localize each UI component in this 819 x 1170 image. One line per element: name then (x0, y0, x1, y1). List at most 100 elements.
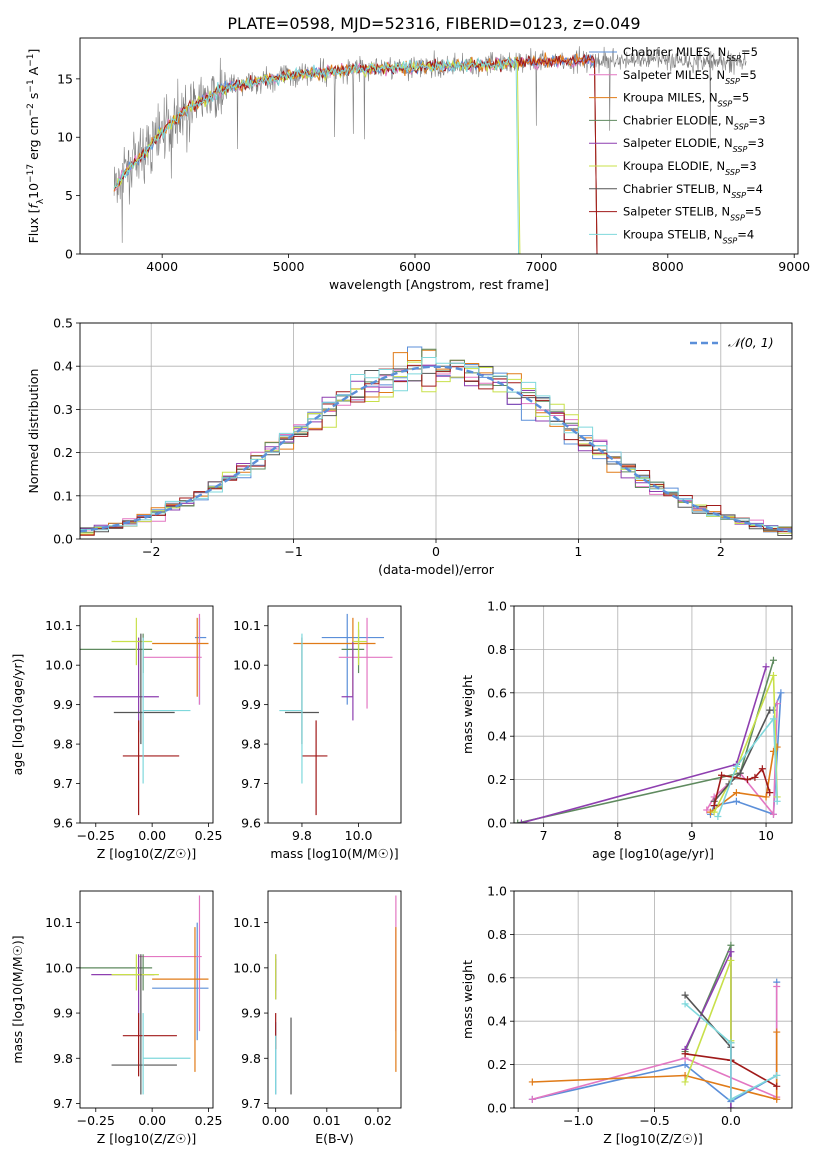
y-tick-label: 10.0 (233, 658, 261, 673)
plus-marker (727, 1104, 735, 1108)
plus-marker (732, 763, 740, 771)
plus-marker (727, 1095, 735, 1103)
y-tick-label: 0.8 (487, 927, 507, 942)
plus-marker (727, 941, 735, 949)
age-vs-mass-panel: 9.8 10.0 9.6 9.7 9.8 9.9 10.0 10.1 mass [log10(M… (233, 605, 402, 861)
plus-marker (681, 1061, 689, 1069)
legend-entry: Chabrier MILES, NSSP=5 (623, 45, 758, 63)
x-axis-label: mass [log10(M/M☉)] (270, 846, 398, 861)
errorbars (80, 613, 209, 816)
x-tick-label: 0 (432, 544, 440, 559)
axes-frame (513, 890, 793, 1109)
y-axis-label: mass [log10(M/M☉)] (10, 935, 25, 1063)
plus-marker (681, 991, 689, 999)
y-tick-label: 9.7 (241, 776, 261, 791)
y-tick-label: 9.6 (53, 816, 73, 831)
x-tick-label: −1 (284, 544, 302, 559)
histogram-step (80, 357, 792, 536)
plus-marker (732, 789, 740, 797)
legend-entry: Salpeter ELODIE, NSSP=3 (623, 136, 764, 154)
y-tick-label: 0.0 (487, 1101, 507, 1116)
x-tick-label: 7 (540, 828, 548, 843)
axes-frame (79, 605, 214, 824)
y-tick-label: 0.6 (487, 970, 507, 985)
mass-vs-Z-panel: −0.25 0.00 0.25 9.7 9.8 9.9 10.0 10.1 Z [log10(Z… (10, 890, 223, 1146)
normal-curve (80, 365, 792, 533)
spectrum-lines (113, 46, 747, 254)
mass-vs-EBV-panel: 0.00 0.01 0.02 9.7 9.8 9.9 10.0 10.1 E(B-V) (233, 890, 402, 1146)
x-tick-label: −0.25 (77, 1113, 115, 1128)
legend-entry: Kroupa MILES, NSSP=5 (623, 91, 749, 109)
y-tick-label: 9.9 (241, 1006, 261, 1021)
plus-marker (773, 1071, 781, 1079)
legend-entry: Kroupa ELODIE, NSSP=3 (623, 159, 757, 177)
plus-marker (703, 806, 711, 814)
plus-marker (773, 797, 781, 805)
x-tick-label: 8 (614, 828, 622, 843)
y-tick-label: 1.0 (487, 599, 507, 614)
plus-marker (777, 689, 785, 697)
model-spectrum-line (113, 55, 598, 254)
y-tick-label: 10.0 (45, 960, 73, 975)
x-tick-label: 8000 (652, 259, 684, 274)
y-tick-label: 0.6 (487, 685, 507, 700)
plus-marker (773, 1028, 781, 1036)
spectrum-legend: Chabrier MILES, NSSP=5 Salpeter MILES, NS… (589, 45, 765, 245)
x-tick-label: −1.0 (563, 1113, 593, 1128)
weight-lines (514, 656, 785, 823)
y-tick-label: 10.0 (45, 658, 73, 673)
y-axis-label: mass weight (460, 675, 475, 754)
weight-lines (528, 941, 781, 1108)
legend-entry: Salpeter STELIB, NSSP=5 (623, 205, 762, 223)
plus-marker (769, 810, 777, 818)
plus-marker (528, 1095, 536, 1103)
legend-entry: Kroupa STELIB, NSSP=4 (623, 227, 754, 245)
x-axis-label: Z [log10(Z/Z☉)] (97, 846, 197, 861)
errorbars (80, 895, 209, 1095)
plus-marker (710, 802, 718, 810)
x-tick-label: −0.5 (639, 1113, 669, 1128)
x-tick-label: 0.25 (195, 1113, 223, 1128)
x-tick-label: 2 (717, 544, 725, 559)
x-tick-label: 0.02 (364, 1113, 392, 1128)
x-tick-label: 0.0 (721, 1113, 741, 1128)
spectrum-panel: 4000 5000 6000 7000 8000 9000 0 5 10 15 wavelength… (26, 37, 810, 292)
weight-vs-Z-panel: −1.0 −0.5 0.0 0.0 0.2 0.4 0.6 0.8 1.0 Z [log10(Z/… (460, 884, 793, 1146)
x-axis-label: age [log10(age/yr)] (592, 846, 714, 861)
x-tick-label: 10.0 (345, 828, 373, 843)
y-axis-label: age [log10(age/yr)] (10, 654, 25, 776)
y-axis-label: Normed distribution (26, 369, 41, 494)
plus-marker (727, 1039, 735, 1047)
x-axis-label: Z [log10(Z/Z☉)] (603, 1131, 703, 1146)
y-tick-label: 9.8 (53, 737, 73, 752)
plus-marker (773, 1095, 781, 1103)
x-tick-label: 1 (574, 544, 582, 559)
plus-marker (758, 765, 766, 773)
legend-entry: Chabrier ELODIE, NSSP=3 (623, 113, 765, 130)
model-spectrum-line (113, 53, 598, 254)
weight-line (717, 716, 778, 817)
plus-marker (773, 982, 781, 990)
plus-marker (732, 797, 740, 805)
plus-marker (727, 956, 735, 964)
y-tick-label: 9.7 (241, 1096, 261, 1111)
x-tick-label: 0.00 (138, 828, 166, 843)
y-tick-label: 10.1 (45, 915, 73, 930)
residual-panel: −2 −1 0 1 2 0.0 0.1 0.2 0.3 0.4 0.5 (data-model)/er… (26, 316, 793, 577)
x-axis-label: (data-model)/error (378, 562, 495, 577)
plus-marker (766, 706, 774, 714)
weight-line (713, 767, 771, 806)
errorbars (279, 613, 393, 816)
weight-line (684, 994, 732, 1061)
x-tick-label: 7000 (525, 259, 557, 274)
y-tick-label: 9.8 (241, 737, 261, 752)
x-tick-label: 0.25 (195, 828, 223, 843)
y-tick-label: 9.9 (53, 697, 73, 712)
model-spectrum-line (114, 53, 598, 254)
legend-entry: 𝒩(0, 1) (728, 335, 774, 350)
y-tick-label: 9.6 (241, 816, 261, 831)
model-spectrum-line (113, 52, 598, 254)
y-tick-label: 0.3 (53, 402, 73, 417)
y-axis-label: Flux [fλ10−17 erg cm−2 s−1 A−1] (26, 49, 46, 244)
y-tick-label: 9.9 (53, 1006, 73, 1021)
